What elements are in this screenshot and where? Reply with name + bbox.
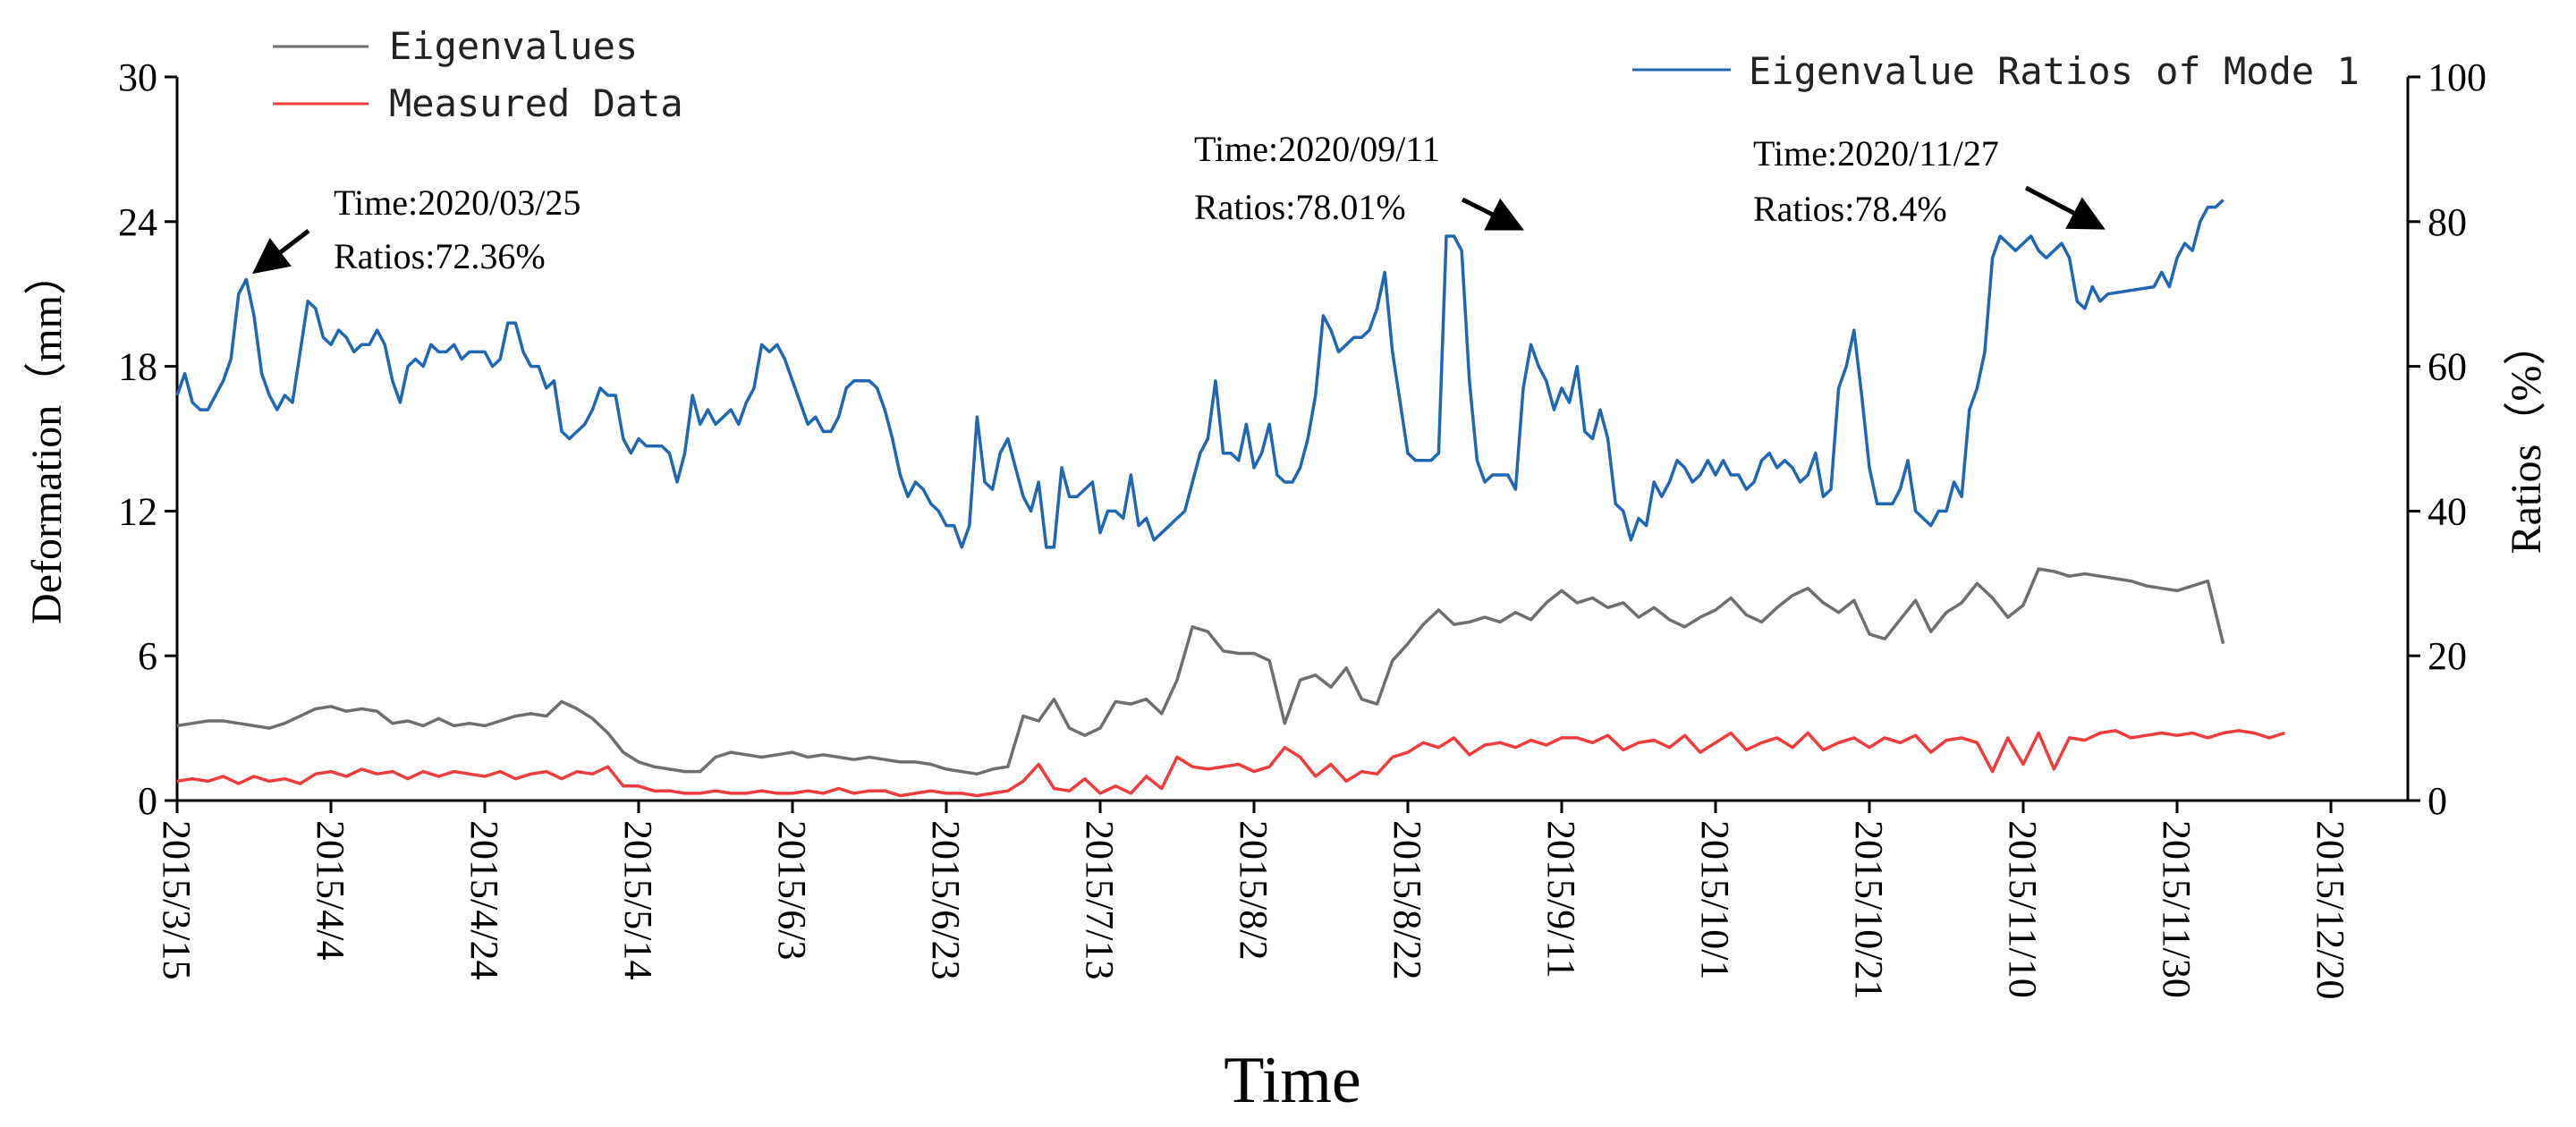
right-y-tick-label: 80 [2428, 200, 2467, 244]
x-tick-label: 2015/4/4 [309, 820, 352, 960]
left-y-tick-label: 18 [118, 345, 157, 389]
annotation-2-time: Time:2020/09/11 [1194, 129, 1440, 169]
x-tick-label: 2015/8/2 [1232, 820, 1275, 960]
right-y-tick-label: 0 [2428, 779, 2447, 823]
x-tick-label: 2015/8/22 [1385, 820, 1429, 979]
series-line-eigenvalue-ratios-of-mode-1 [175, 199, 2224, 549]
annotation-2-ratio: Ratios:78.01% [1194, 187, 1406, 227]
left-y-tick-label: 6 [138, 634, 157, 678]
x-tick-label: 2015/11/30 [2155, 820, 2199, 998]
x-ticks: 2015/3/15 2015/4/4 2015/4/24 2015/5/14 2015/… [155, 801, 2352, 999]
annotation-3-time: Time:2020/11/27 [1753, 133, 1999, 174]
x-tick-label: 2015/6/3 [770, 820, 814, 960]
legend-label-eigenvalue-ratios: Eigenvalue Ratios of Mode 1 [1749, 49, 2360, 93]
x-tick-label: 2015/9/11 [1539, 820, 1583, 979]
annotations: Time:2020/03/25 Ratios:72.36% Time:2020/… [252, 129, 2106, 276]
left-axis-title: Deformation（mm） [23, 252, 71, 624]
legend: Eigenvalues Measured Data Eigenvalue Rat… [273, 24, 2360, 125]
left-y-tick-label: 24 [118, 200, 157, 244]
x-tick-label: 2015/3/15 [155, 820, 199, 979]
right-axis-title: Ratios（%） [2503, 323, 2550, 555]
right-y-ticks: 0 20 40 60 80 100 [2408, 55, 2487, 823]
right-y-tick-label: 20 [2428, 634, 2467, 678]
left-y-ticks: 0 6 12 18 24 30 [118, 55, 177, 823]
right-y-tick-label: 100 [2428, 55, 2487, 99]
series-layer [175, 199, 2285, 798]
x-tick-label: 2015/10/21 [1847, 820, 1891, 999]
x-tick-label: 2015/7/13 [1078, 820, 1122, 979]
annotation-1-arrow [252, 229, 310, 275]
left-y-tick-label: 30 [118, 55, 157, 99]
series-line-measured-data [176, 729, 2285, 798]
annotation-3-arrow [2024, 185, 2106, 230]
series-line-eigenvalues [176, 567, 2225, 776]
annotation-2-arrow [1461, 197, 1524, 231]
annotation-1-time: Time:2020/03/25 [334, 182, 580, 223]
x-tick-label: 2015/10/1 [1693, 820, 1737, 979]
x-tick-label: 2015/11/10 [2001, 820, 2045, 998]
legend-label-measured-data: Measured Data [389, 81, 683, 125]
axes [175, 77, 2410, 802]
x-tick-label: 2015/6/23 [924, 820, 968, 979]
legend-label-eigenvalues: Eigenvalues [389, 24, 638, 68]
right-y-tick-label: 40 [2428, 489, 2467, 533]
left-y-tick-label: 12 [118, 489, 157, 533]
x-tick-label: 2015/5/14 [616, 820, 660, 979]
x-tick-label: 2015/4/24 [462, 820, 506, 979]
x-tick-label: 2015/12/20 [2309, 820, 2352, 999]
x-axis-title: Time [1224, 1044, 1361, 1117]
left-y-tick-label: 0 [138, 779, 157, 823]
right-y-tick-label: 60 [2428, 345, 2467, 389]
annotation-3-ratio: Ratios:78.4% [1753, 189, 1947, 229]
annotation-1-ratio: Ratios:72.36% [334, 236, 546, 276]
